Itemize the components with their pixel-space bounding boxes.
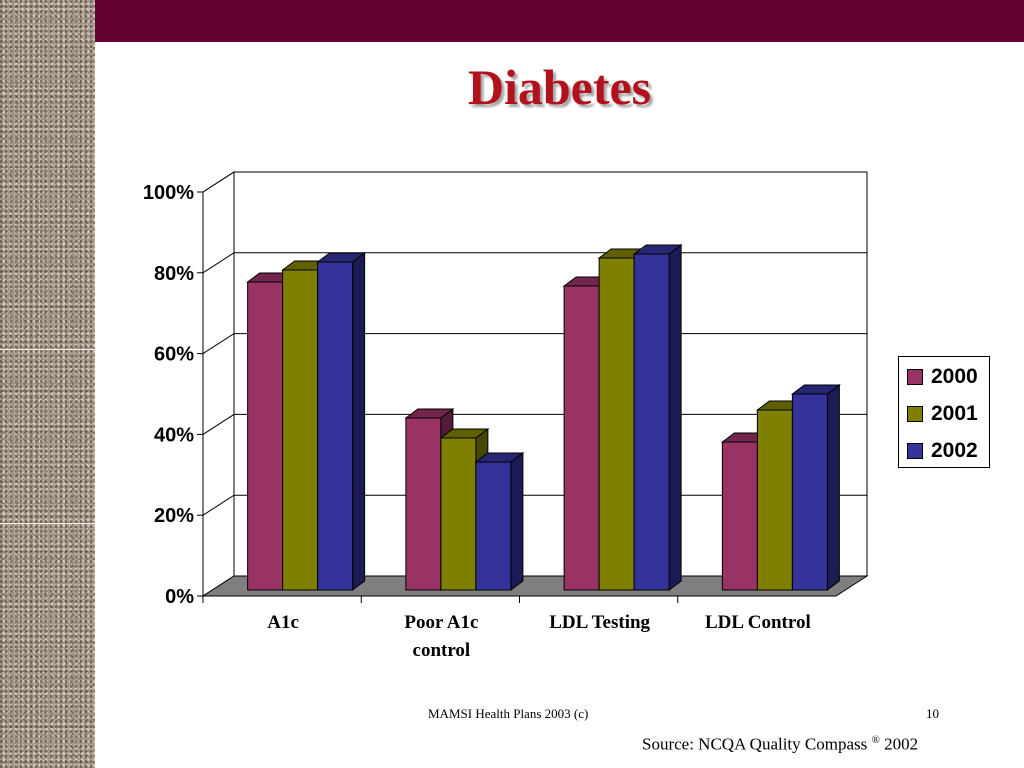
- bar-2001: [440, 437, 477, 591]
- sidebar-divider: [0, 523, 95, 524]
- y-tick-label: 40%: [154, 424, 194, 446]
- bar-2002: [791, 393, 828, 591]
- legend-label: 2000: [931, 365, 978, 388]
- bar-2000: [405, 417, 442, 591]
- y-tick-label: 100%: [143, 182, 194, 204]
- page-number: 10: [926, 706, 939, 721]
- top-banner: [95, 0, 1024, 42]
- chart-legend: 2000 2001 2002: [898, 356, 990, 468]
- source-text: Source: NCQA Quality Compass: [642, 734, 872, 754]
- x-category-label: LDL Control: [705, 612, 811, 633]
- bar-side-2002: [510, 452, 524, 591]
- legend-swatch: [907, 406, 923, 422]
- bar-2002: [475, 461, 512, 591]
- y-tick-label: 60%: [154, 344, 194, 366]
- y-tick-label: 80%: [154, 263, 194, 285]
- footer-text: MAMSI Health Plans 2003 (c): [428, 706, 589, 721]
- bar-2000: [563, 285, 600, 591]
- sidebar-divider: [0, 349, 95, 350]
- slide-title: Diabetes: [467, 59, 652, 115]
- legend-item-2002: 2002: [907, 439, 978, 463]
- bar-side-2002: [352, 252, 366, 591]
- textured-sidebar: [0, 0, 95, 768]
- gridline: [202, 171, 867, 193]
- legend-item-2000: 2000: [907, 365, 978, 389]
- bar-side-2002: [826, 384, 840, 591]
- bar-2002: [317, 261, 354, 591]
- y-tick-label: 0%: [165, 586, 194, 608]
- x-category-label: A1c: [267, 612, 299, 633]
- legend-label: 2002: [931, 439, 978, 462]
- chart-side-wall: [202, 171, 235, 597]
- registered-mark: ®: [871, 734, 880, 746]
- legend-label: 2001: [931, 402, 978, 425]
- legend-item-2001: 2001: [907, 402, 978, 426]
- bar-2002: [633, 253, 670, 591]
- y-tick-label: 20%: [154, 505, 194, 527]
- bar-2000: [247, 281, 284, 591]
- bar-2001: [282, 269, 319, 591]
- bar-side-2002: [668, 244, 682, 591]
- legend-swatch: [907, 369, 923, 385]
- legend-swatch: [907, 443, 923, 459]
- x-category-label: Poor A1c control: [404, 612, 478, 661]
- bar-2001: [598, 257, 635, 591]
- source-year: 2002: [879, 734, 919, 754]
- source-note: Source: NCQA Quality Compass ® 2002: [642, 734, 918, 755]
- x-category-label: LDL Testing: [549, 612, 650, 633]
- bar-2000: [721, 441, 758, 591]
- bar-2001: [756, 409, 793, 591]
